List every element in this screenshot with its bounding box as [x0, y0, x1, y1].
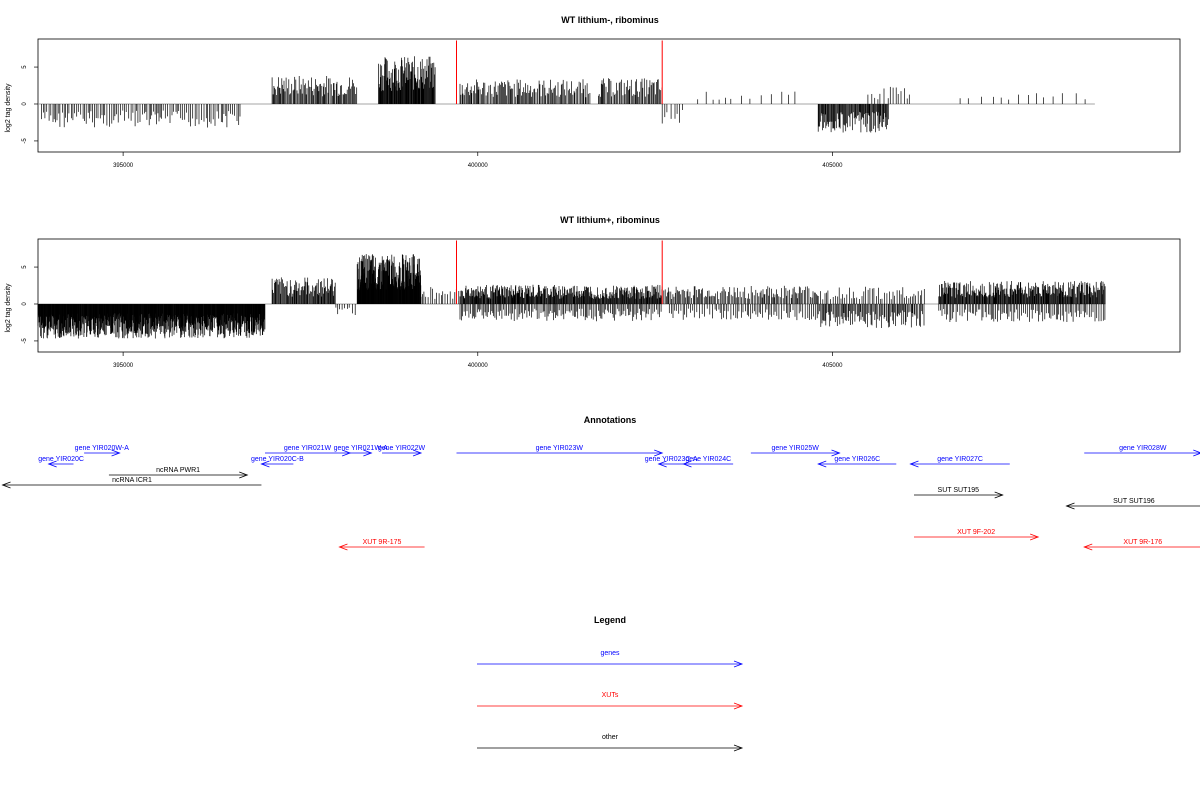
y-axis-label: log2 tag density — [5, 83, 12, 133]
feature-arrow-head — [654, 449, 664, 457]
feature-gene: gene YIR023W — [456, 445, 664, 457]
feature-arrows: gene YIR020W-A gene YIR020C ncRNA PWR1 ncRN… — [1, 445, 1200, 551]
feature-gene: gene YIR026C — [817, 456, 897, 468]
feature-other: SUT SUT195 — [914, 487, 1004, 499]
feature-label: gene YIR020C — [38, 456, 84, 463]
legend-label: XUTs — [602, 692, 619, 699]
signal-bars — [37, 240, 1106, 339]
legend-item: other — [477, 734, 744, 752]
legend-arrow-head — [733, 660, 744, 668]
panel-title: WT lithium+, ribominus — [560, 215, 660, 225]
feature-arrow-head — [239, 471, 249, 479]
feature-arrow-head — [260, 460, 270, 468]
feature-gene: gene YIR021W-A — [334, 445, 389, 457]
x-tick-label: 405000 — [822, 163, 843, 169]
legend-label: other — [602, 734, 619, 741]
feature-gene: gene YIR027C — [909, 456, 1010, 468]
signal-bars — [38, 40, 1095, 133]
feature-label: gene YIR023C-A — [645, 456, 698, 463]
feature-gene: gene YIR020C — [38, 456, 84, 468]
y-tick-label: 5 — [22, 265, 28, 269]
feature-arrow-head — [412, 449, 423, 457]
feature-label: gene YIR022W — [378, 445, 426, 452]
x-tick-label: 395000 — [113, 363, 134, 369]
feature-other: ncRNA PWR1 — [108, 467, 249, 479]
feature-xut: XUT 9R-176 — [1083, 539, 1200, 551]
feature-arrow-head — [817, 460, 827, 468]
feature-gene: gene YIR025W — [750, 445, 841, 457]
x-tick-label: 395000 — [113, 163, 134, 169]
feature-arrow-head — [657, 460, 667, 468]
annotations-panel: Annotations gene YIR020W-A gene YIR020C nc… — [1, 415, 1200, 551]
feature-arrow-head — [1083, 543, 1093, 551]
feature-label: ncRNA PWR1 — [156, 467, 200, 474]
feature-other: ncRNA ICR1 — [1, 477, 262, 489]
x-tick-label: 400000 — [468, 363, 489, 369]
legend-items: genes XUTs other — [477, 650, 744, 752]
feature-arrow-head — [111, 449, 121, 457]
feature-gene: gene YIR020W-A — [75, 445, 130, 457]
y-tick-label: -5 — [22, 138, 28, 144]
panel-title: WT lithium-, ribominus — [561, 15, 659, 25]
feature-arrow-head — [1065, 502, 1075, 510]
feature-other: SUT SUT196 — [1065, 498, 1200, 510]
feature-arrow-head — [47, 460, 57, 468]
legend-label: genes — [600, 650, 620, 657]
feature-arrow-head — [1029, 533, 1040, 541]
legend: Legend genes XUTs other — [477, 615, 744, 752]
track-panel-lithium-minus: WT lithium-, ribominus log2 tag density … — [5, 15, 1181, 169]
feature-arrow-head — [682, 460, 692, 468]
feature-xut: XUT 9F-202 — [914, 529, 1040, 541]
plot-frame — [37, 238, 1181, 353]
plot-frame — [37, 38, 1181, 153]
feature-label: gene YIR025W — [772, 445, 820, 452]
feature-label: ncRNA ICR1 — [112, 477, 152, 484]
feature-gene: gene YIR024C — [682, 456, 734, 468]
feature-label: XUT 9F-202 — [957, 529, 995, 536]
feature-label: SUT SUT195 — [938, 487, 980, 494]
feature-gene: gene YIR028W — [1084, 445, 1200, 457]
feature-arrow-head — [1193, 449, 1200, 457]
feature-label: gene YIR027C — [937, 456, 983, 463]
feature-label: gene YIR021W-A — [334, 445, 389, 452]
feature-gene: gene YIR022W — [378, 445, 426, 457]
feature-arrow-head — [338, 543, 348, 551]
y-tick-label: 0 — [22, 302, 28, 306]
feature-arrow-head — [994, 491, 1004, 499]
y-tick-label: 0 — [22, 102, 28, 106]
feature-label: gene YIR020W-A — [75, 445, 130, 452]
feature-arrow-head — [363, 449, 373, 457]
feature-label: XUT 9R-176 — [1123, 539, 1162, 546]
y-axis-label: log2 tag density — [5, 283, 12, 333]
feature-label: gene YIR028W — [1119, 445, 1167, 452]
legend-arrow-head — [733, 744, 744, 752]
y-tick-label: -5 — [22, 338, 28, 344]
y-tick-label: 5 — [22, 65, 28, 69]
feature-label: gene YIR023W — [536, 445, 584, 452]
legend-arrow-head — [733, 702, 744, 710]
legend-item: XUTs — [477, 692, 744, 710]
feature-xut: XUT 9R-175 — [338, 539, 425, 551]
feature-label: SUT SUT196 — [1113, 498, 1155, 505]
axis-ticks: 395000 400000 405000 -5 0 5 — [22, 65, 843, 169]
legend-title: Legend — [594, 615, 626, 625]
feature-label: gene YIR021W — [284, 445, 332, 452]
feature-gene: gene YIR023C-A — [645, 456, 698, 468]
axis-ticks: 395000 400000 405000 -5 0 5 — [22, 265, 843, 369]
x-tick-label: 400000 — [468, 163, 489, 169]
feature-gene: gene YIR020C-B — [251, 456, 304, 468]
feature-label: gene YIR026C — [834, 456, 880, 463]
x-tick-label: 405000 — [822, 363, 843, 369]
annotations-title: Annotations — [584, 415, 637, 425]
track-panel-lithium-plus: WT lithium+, ribominus log2 tag density … — [5, 215, 1181, 369]
feature-label: gene YIR024C — [685, 456, 731, 463]
feature-arrow-head — [1, 481, 11, 489]
feature-label: XUT 9R-175 — [363, 539, 402, 546]
legend-item: genes — [477, 650, 744, 668]
feature-label: gene YIR020C-B — [251, 456, 304, 463]
feature-arrow-head — [909, 460, 919, 468]
feature-arrow-head — [831, 449, 841, 457]
